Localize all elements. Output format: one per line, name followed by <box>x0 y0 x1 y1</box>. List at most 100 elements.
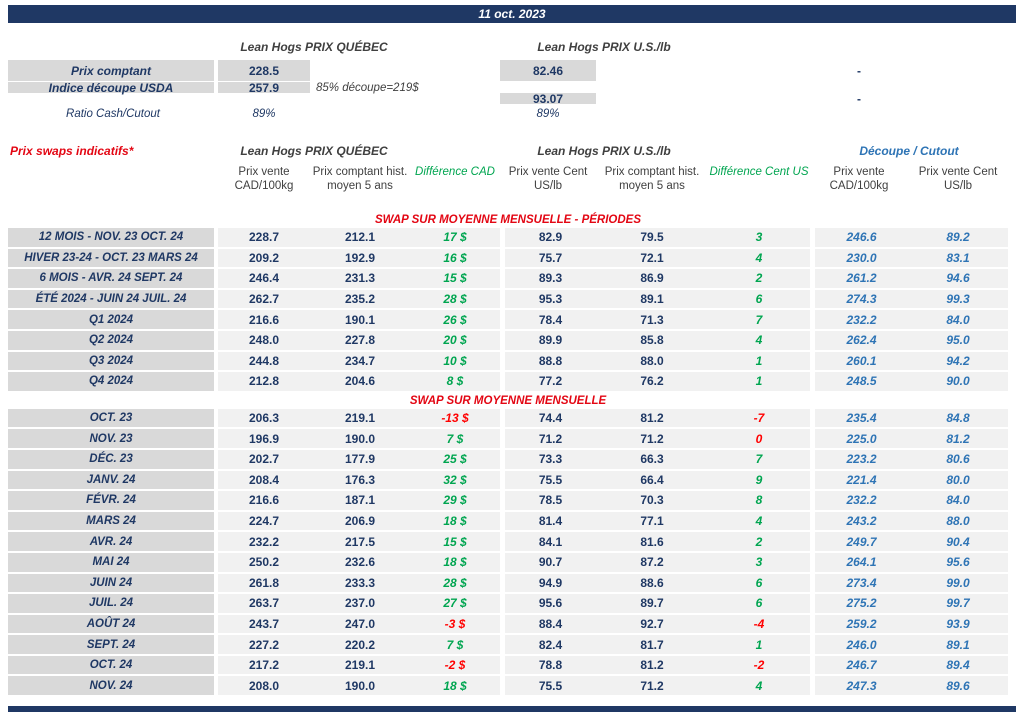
spot-cash-us: 82.46 <box>500 60 596 82</box>
cad-sale-value: 202.7 <box>218 449 310 471</box>
cad-diff-value: 17 $ <box>410 228 500 249</box>
cutout-us-value: 93.9 <box>908 614 1008 636</box>
us-sale-value: 81.4 <box>500 511 596 533</box>
cad-hist-value: 247.0 <box>310 614 410 636</box>
cad-sale-value: 243.7 <box>218 614 310 636</box>
us-diff-value: 7 <box>708 310 810 331</box>
cutout-cad-value: 275.2 <box>810 594 908 615</box>
cad-sale-value: 208.0 <box>218 676 310 698</box>
cad-diff-value: 8 $ <box>410 372 500 393</box>
spot-cutout-label: Indice découpe USDA <box>8 81 218 95</box>
cad-diff-value: 15 $ <box>410 532 500 553</box>
cutout-cad-value: 249.7 <box>810 532 908 553</box>
row-label: MAI 24 <box>8 552 218 574</box>
us-hist-value: 77.1 <box>596 511 708 533</box>
us-sale-value: 75.7 <box>500 248 596 270</box>
us-hist-value: 88.6 <box>596 573 708 595</box>
us-sale-value: 88.4 <box>500 614 596 636</box>
cad-hist-value: 231.3 <box>310 269 410 290</box>
spot-cash-label: Prix comptant <box>8 60 218 82</box>
cad-sale-value: 248.0 <box>218 330 310 352</box>
us-sale-value: 77.2 <box>500 372 596 393</box>
spot-cutout-note: 85% découpe=219$ <box>316 81 419 94</box>
us-diff-value: 4 <box>708 511 810 533</box>
cutout-cad-value: 235.4 <box>810 408 908 430</box>
cutout-us-value: 95.6 <box>908 552 1008 574</box>
cad-hist-value: 220.2 <box>310 635 410 656</box>
cad-diff-value: 18 $ <box>410 552 500 574</box>
cutout-cad-value: 247.3 <box>810 676 908 698</box>
us-diff-value: 1 <box>708 351 810 373</box>
us-sale-value: 78.5 <box>500 491 596 512</box>
cad-hist-value: 237.0 <box>310 594 410 615</box>
us-sale-value: 95.3 <box>500 289 596 311</box>
cad-hist-value: 206.9 <box>310 511 410 533</box>
cad-diff-value: 10 $ <box>410 351 500 373</box>
col-header-us-diff: Différence Cent US <box>709 166 809 178</box>
swaps-section-label: Prix swaps indicatifs* <box>10 144 134 158</box>
cad-hist-value: 217.5 <box>310 532 410 553</box>
swap-table-monthly: OCT. 23 206.3 219.1 -13 $74.4 81.2 -7 235.4 84.… <box>8 408 1008 698</box>
cutout-us-value: 94.6 <box>908 269 1008 290</box>
spot-ratio-label: Ratio Cash/Cutout <box>66 107 160 120</box>
cad-hist-value: 219.1 <box>310 408 410 430</box>
cad-sale-value: 216.6 <box>218 491 310 512</box>
us-hist-value: 66.3 <box>596 449 708 471</box>
cad-diff-value: 18 $ <box>410 676 500 698</box>
swaps-quebec-header: Lean Hogs PRIX QUÉBEC <box>240 144 388 158</box>
cutout-us-value: 99.3 <box>908 289 1008 311</box>
us-hist-value: 89.1 <box>596 289 708 311</box>
cutout-us-value: 89.4 <box>908 655 1008 677</box>
cad-hist-value: 235.2 <box>310 289 410 311</box>
us-sale-value: 75.5 <box>500 676 596 698</box>
cutout-cad-value: 232.2 <box>810 491 908 512</box>
row-label: Q1 2024 <box>8 310 218 331</box>
us-diff-value: 7 <box>708 449 810 471</box>
us-hist-value: 87.2 <box>596 552 708 574</box>
row-label: JANV. 24 <box>8 470 218 492</box>
us-hist-value: 92.7 <box>596 614 708 636</box>
row-label: HIVER 23-24 - OCT. 23 MARS 24 <box>8 248 218 270</box>
us-sale-value: 88.8 <box>500 351 596 373</box>
us-sale-value: 95.6 <box>500 594 596 615</box>
cad-diff-value: 7 $ <box>410 429 500 450</box>
cutout-cad-value: 246.0 <box>810 635 908 656</box>
us-diff-value: 3 <box>708 552 810 574</box>
cutout-cad-value: 274.3 <box>810 289 908 311</box>
swaps-cutout-header: Découpe / Cutout <box>859 144 959 158</box>
cad-hist-value: 233.3 <box>310 573 410 595</box>
cad-sale-value: 227.2 <box>218 635 310 656</box>
row-label: Q2 2024 <box>8 330 218 352</box>
cad-diff-value: -13 $ <box>410 408 500 430</box>
cutout-us-value: 88.0 <box>908 511 1008 533</box>
cutout-cad-value: 246.6 <box>810 228 908 249</box>
cad-hist-value: 190.0 <box>310 676 410 698</box>
us-hist-value: 89.7 <box>596 594 708 615</box>
us-sale-value: 90.7 <box>500 552 596 574</box>
swaps-section: Prix swaps indicatifs* Lean Hogs PRIX QU… <box>8 140 1008 698</box>
cad-hist-value: 192.9 <box>310 248 410 270</box>
cutout-us-value: 99.0 <box>908 573 1008 595</box>
spot-price-section: Lean Hogs PRIX QUÉBEC Lean Hogs PRIX U.S… <box>8 34 1008 123</box>
section-title-monthly: SWAP SUR MOYENNE MENSUELLE <box>409 394 607 407</box>
cutout-cad-value: 246.7 <box>810 655 908 677</box>
cad-sale-value: 216.6 <box>218 310 310 331</box>
spot-cutout-quebec: 257.9 <box>218 81 310 95</box>
us-sale-value: 71.2 <box>500 429 596 450</box>
cutout-cad-value: 262.4 <box>810 330 908 352</box>
us-diff-value: -7 <box>708 408 810 430</box>
row-label: NOV. 24 <box>8 676 218 698</box>
cad-hist-value: 177.9 <box>310 449 410 471</box>
spot-cutout-us: 93.07 <box>500 92 596 106</box>
row-label: FÉVR. 24 <box>8 491 218 512</box>
cad-sale-value: 244.8 <box>218 351 310 373</box>
cutout-cad-value: 230.0 <box>810 248 908 270</box>
cad-hist-value: 232.6 <box>310 552 410 574</box>
cutout-cad-value: 221.4 <box>810 470 908 492</box>
section-title-periodes: SWAP SUR MOYENNE MENSUELLE - PÉRIODES <box>374 214 642 226</box>
swap-table-periodes: 12 MOIS - NOV. 23 OCT. 24 228.7 212.1 17 $8… <box>8 228 1008 393</box>
us-diff-value: 6 <box>708 289 810 311</box>
row-label: Q3 2024 <box>8 351 218 373</box>
cad-diff-value: 25 $ <box>410 449 500 471</box>
cad-sale-value: 261.8 <box>218 573 310 595</box>
